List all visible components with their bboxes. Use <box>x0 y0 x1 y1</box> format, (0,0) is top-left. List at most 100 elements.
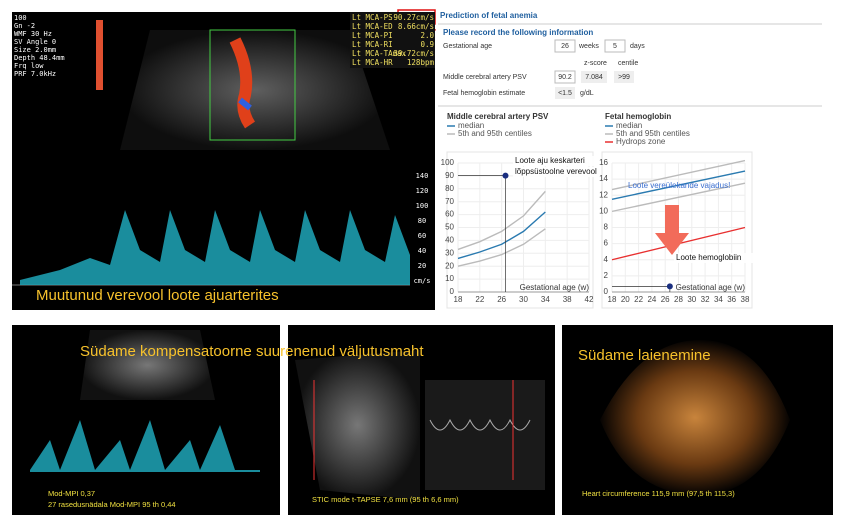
legend-label: 5th and 95th centiles <box>616 129 690 138</box>
meas-name: Lt MCA-PS <box>352 13 393 22</box>
y-tick-label: 10 <box>599 206 608 215</box>
chart-title: Middle cerebral artery PSV <box>447 112 549 121</box>
y-tick-label: 0 <box>450 287 455 296</box>
legend-label: 5th and 95th centiles <box>458 129 532 138</box>
value: 7.084 <box>585 74 603 81</box>
y-tick-label: 30 <box>445 248 454 257</box>
unit: days <box>630 43 645 50</box>
y-tick-label: 0 <box>604 287 609 296</box>
scale-label: 20 <box>418 262 426 270</box>
label: Middle cerebral artery PSV <box>443 74 527 81</box>
y-tick-label: 80 <box>445 184 454 193</box>
flow <box>229 37 256 129</box>
input[interactable] <box>604 39 626 53</box>
overlay: Loote vereülekande vajadus! <box>628 181 730 190</box>
chart-frame <box>601 151 753 309</box>
b-mode <box>80 330 215 400</box>
spectrum <box>30 420 260 472</box>
annotation: Loote hemoglobiin <box>676 253 741 262</box>
us-setting: PRF 7.0kHz <box>14 70 56 78</box>
meas-value: 39.72cm/s <box>393 49 434 58</box>
meas-value: 0.9 <box>420 40 434 49</box>
annotation: Loote aju keskarteri <box>515 156 585 165</box>
input[interactable] <box>554 39 576 53</box>
output <box>614 71 634 83</box>
y-tick-label: 4 <box>604 255 609 264</box>
scale-label: 100 <box>416 202 429 210</box>
value: 26 <box>561 43 569 50</box>
m-mode <box>425 380 545 490</box>
meas-name: Lt MCA-TAmax <box>352 49 407 58</box>
us-setting: Depth 48.4mm <box>14 54 65 62</box>
x-tick-label: 30 <box>687 295 696 304</box>
us-setting: Frq low <box>14 62 44 70</box>
label: Gestational age <box>443 43 492 50</box>
y-tick-label: 40 <box>445 236 454 245</box>
b-mode <box>295 350 420 500</box>
series-line <box>457 211 546 260</box>
x-axis-label: Gestational age (w) <box>676 283 746 292</box>
scale-label: 60 <box>418 232 426 240</box>
value: 5 <box>613 43 617 50</box>
scale-label: 140 <box>416 172 429 180</box>
color-box <box>209 29 296 141</box>
chart-frame <box>446 151 594 309</box>
patient-point <box>666 283 673 290</box>
series-line <box>457 190 546 251</box>
input[interactable] <box>554 70 576 84</box>
measure: Heart circumference 115,9 mm (97,5 th 11… <box>582 489 735 498</box>
y-tick-label: 16 <box>599 158 608 167</box>
y-tick-label: 6 <box>604 239 609 248</box>
m-trace <box>429 418 531 431</box>
y-tick-label: 90 <box>445 171 454 180</box>
us-setting: WMF 30 Hz <box>14 30 52 38</box>
meas-value: 8.66cm/s <box>398 22 434 31</box>
b-mode <box>120 30 390 150</box>
y-tick-label: 14 <box>599 174 608 183</box>
value: >99 <box>618 74 630 81</box>
legend-label: median <box>616 121 642 130</box>
y-tick-label: 8 <box>604 223 609 232</box>
x-tick-label: 32 <box>701 295 710 304</box>
x-axis-label: Gestational age (w) <box>520 283 590 292</box>
meas-value: 2.0 <box>420 31 434 40</box>
spectrum <box>20 210 410 285</box>
us-setting: 100 <box>14 14 27 22</box>
doppler-caption: Muutunud verevool loote ajuarterites <box>36 287 279 304</box>
col-head: z-score <box>584 60 607 67</box>
annotation-bg <box>674 253 760 263</box>
meas-value: 128bpm <box>407 58 435 67</box>
series-line <box>611 182 746 213</box>
scale-label: 40 <box>418 247 426 255</box>
y-tick-label: 20 <box>445 261 454 270</box>
x-tick-label: 20 <box>621 295 630 304</box>
us-setting: Size 2.0mm <box>14 46 56 54</box>
x-tick-label: 22 <box>475 295 484 304</box>
label: Fetal hemoglobin estimate <box>443 90 525 97</box>
color-bar <box>96 20 103 90</box>
meas-value: 90.27cm/s <box>393 13 434 22</box>
annotation-bg <box>513 167 599 177</box>
legend-label: Hydrops zone <box>616 137 666 146</box>
legend-label: median <box>458 121 484 130</box>
x-tick-label: 42 <box>585 295 594 304</box>
output <box>555 87 575 99</box>
measure: STIC mode t-TAPSE 7,6 mm (95 th 6,6 mm) <box>312 495 459 504</box>
output <box>581 71 607 83</box>
caption: Südame laienemine <box>578 347 711 364</box>
annotation-bg <box>513 156 599 166</box>
y-tick-label: 2 <box>604 271 609 280</box>
scale-label: cm/s <box>414 277 431 285</box>
x-tick-label: 36 <box>727 295 736 304</box>
meas-name: Lt MCA-RI <box>352 40 393 49</box>
x-tick-label: 22 <box>634 295 643 304</box>
x-tick-label: 26 <box>661 295 670 304</box>
annotation: lõppsüstoolne verevool <box>515 167 597 176</box>
series-line <box>457 228 546 267</box>
x-tick-label: 18 <box>608 295 617 304</box>
meas-name: Lt MCA-PI <box>352 31 393 40</box>
x-tick-label: 26 <box>497 295 506 304</box>
form-subtitle: Please record the following information <box>443 28 593 37</box>
x-tick-label: 24 <box>647 295 656 304</box>
patient-point <box>502 172 509 179</box>
